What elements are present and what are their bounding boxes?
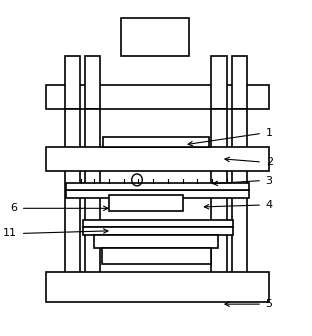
Bar bbox=[94, 235, 218, 248]
Bar bbox=[103, 137, 209, 146]
Bar bbox=[46, 146, 270, 171]
Text: 3: 3 bbox=[266, 175, 273, 185]
Text: 6: 6 bbox=[10, 203, 17, 213]
Bar bbox=[46, 272, 270, 302]
Text: 1: 1 bbox=[266, 128, 273, 138]
Bar bbox=[46, 85, 270, 109]
Bar bbox=[65, 109, 80, 274]
Bar bbox=[212, 56, 227, 109]
Text: 4: 4 bbox=[266, 200, 273, 210]
Text: 2: 2 bbox=[266, 157, 273, 167]
Bar bbox=[121, 18, 188, 56]
Bar bbox=[65, 56, 80, 109]
Bar bbox=[232, 56, 247, 109]
Bar bbox=[85, 109, 100, 274]
Text: 5: 5 bbox=[266, 299, 273, 309]
Bar bbox=[83, 220, 233, 227]
Bar bbox=[66, 183, 249, 191]
Bar bbox=[109, 195, 183, 211]
Bar bbox=[102, 248, 211, 264]
Bar bbox=[232, 109, 247, 274]
Bar bbox=[83, 227, 233, 235]
Bar bbox=[66, 191, 249, 198]
Bar bbox=[212, 109, 227, 274]
Bar bbox=[85, 56, 100, 109]
Text: 11: 11 bbox=[3, 228, 17, 239]
